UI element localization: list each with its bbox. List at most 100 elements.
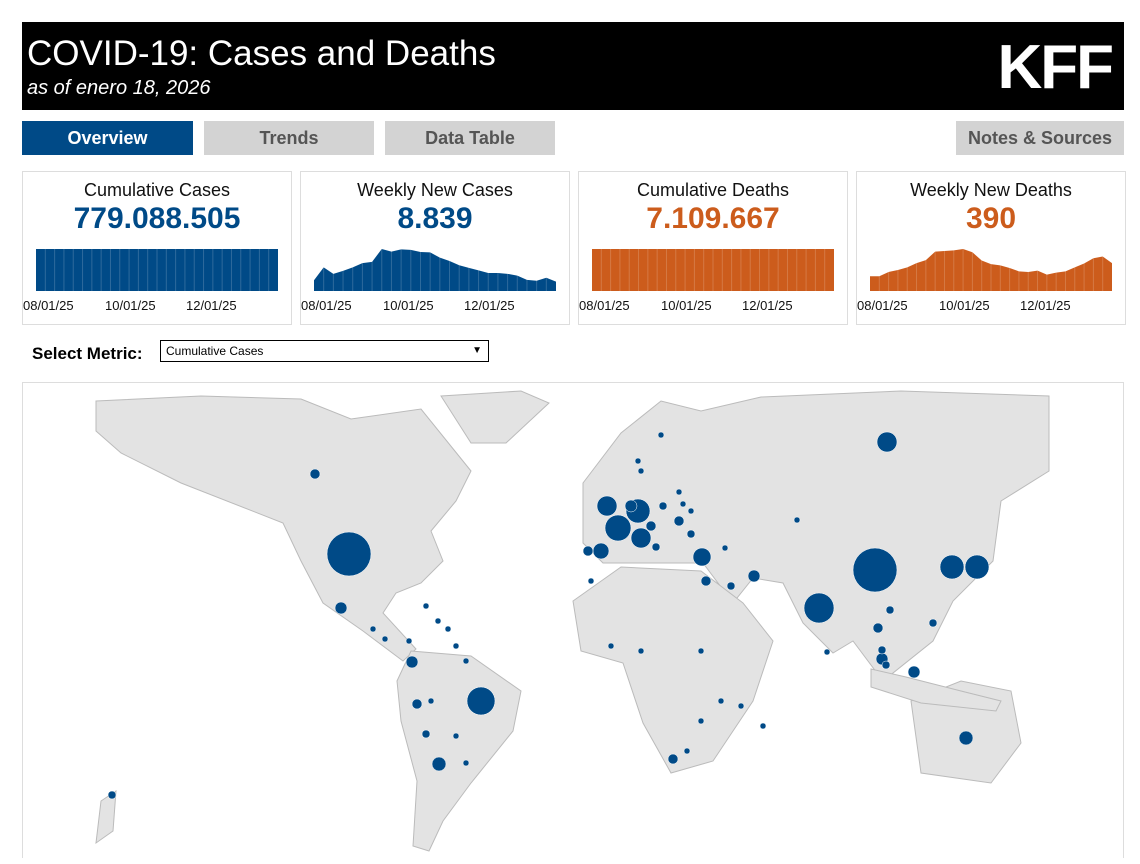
country-bubble[interactable] <box>637 647 645 655</box>
sparkline-tick-label: 08/01/25 <box>857 298 908 313</box>
country-bubble[interactable] <box>697 647 705 655</box>
country-bubble[interactable] <box>823 648 831 656</box>
country-bubble[interactable] <box>803 592 835 624</box>
country-bubble[interactable] <box>326 531 372 577</box>
metric-selected: Cumulative Cases <box>166 344 264 358</box>
card-label: Cumulative Cases <box>83 180 231 200</box>
land-indonesia[interactable] <box>870 668 1002 712</box>
country-bubble[interactable] <box>964 554 990 580</box>
country-bubble[interactable] <box>673 515 685 527</box>
country-bubble[interactable] <box>675 488 683 496</box>
world-bubble-map[interactable] <box>22 382 1124 858</box>
country-bubble[interactable] <box>881 660 891 670</box>
country-bubble[interactable] <box>434 617 442 625</box>
country-bubble[interactable] <box>630 527 652 549</box>
country-bubble[interactable] <box>645 520 657 532</box>
sparkline-tick-label: 10/01/25 <box>661 298 712 313</box>
header: COVID-19: Cases and Deaths as of enero 1… <box>22 22 1124 110</box>
card-value: 8.839 <box>397 202 473 235</box>
country-bubble[interactable] <box>369 625 377 633</box>
country-bubble[interactable] <box>852 547 898 593</box>
metric-select[interactable]: Cumulative Cases ▼ <box>160 340 489 362</box>
country-bubble[interactable] <box>607 642 615 650</box>
card-label: Weekly New Deaths <box>910 180 1072 200</box>
country-bubble[interactable] <box>624 499 638 513</box>
country-bubble[interactable] <box>596 495 618 517</box>
sparkline-chart <box>592 244 834 291</box>
land-eurasia[interactable] <box>582 390 1050 682</box>
country-bubble[interactable] <box>876 431 898 453</box>
tab-data-table[interactable]: Data Table <box>385 121 555 155</box>
country-bubble[interactable] <box>381 635 389 643</box>
weekly-new-cases-card: Weekly New Cases 8.839 08/01/25 10/01/25 1… <box>300 171 570 325</box>
country-bubble[interactable] <box>737 702 745 710</box>
country-bubble[interactable] <box>872 622 884 634</box>
country-bubble[interactable] <box>427 697 435 705</box>
land-south-america[interactable] <box>396 650 522 852</box>
country-bubble[interactable] <box>759 722 767 730</box>
country-bubble[interactable] <box>405 637 413 645</box>
country-bubble[interactable] <box>721 544 729 552</box>
country-bubble[interactable] <box>657 431 665 439</box>
tab-trends[interactable]: Trends <box>204 121 374 155</box>
sparkline-chart <box>36 244 278 291</box>
country-bubble[interactable] <box>747 569 761 583</box>
country-bubble[interactable] <box>885 605 895 615</box>
sparkline-area <box>870 249 1112 291</box>
country-bubble[interactable] <box>592 542 610 560</box>
country-bubble[interactable] <box>431 756 447 772</box>
country-bubble[interactable] <box>928 618 938 628</box>
country-bubble[interactable] <box>452 732 460 740</box>
country-bubble[interactable] <box>717 697 725 705</box>
card-label: Weekly New Cases <box>357 180 513 200</box>
country-bubble[interactable] <box>462 759 470 767</box>
country-bubble[interactable] <box>604 514 632 542</box>
country-bubble[interactable] <box>587 577 595 585</box>
sparkline-area <box>314 249 556 291</box>
sparkline-tick-label: 10/01/25 <box>105 298 156 313</box>
country-bubble[interactable] <box>421 729 431 739</box>
country-bubble[interactable] <box>907 665 921 679</box>
tab-overview[interactable]: Overview <box>22 121 193 155</box>
country-bubble[interactable] <box>877 645 887 655</box>
country-bubble[interactable] <box>405 655 419 669</box>
country-bubble[interactable] <box>411 698 423 710</box>
land-greenland[interactable] <box>440 390 550 444</box>
country-bubble[interactable] <box>658 501 668 511</box>
country-bubble[interactable] <box>700 575 712 587</box>
country-bubble[interactable] <box>697 717 705 725</box>
country-bubble[interactable] <box>466 686 496 716</box>
country-bubble[interactable] <box>667 753 679 765</box>
country-bubble[interactable] <box>444 625 452 633</box>
sparkline-chart <box>870 244 1112 291</box>
land-africa[interactable] <box>572 566 774 774</box>
country-bubble[interactable] <box>651 542 661 552</box>
country-bubble[interactable] <box>687 507 695 515</box>
country-bubble[interactable] <box>334 601 348 615</box>
country-bubble[interactable] <box>637 467 645 475</box>
country-bubble[interactable] <box>582 545 594 557</box>
country-bubble[interactable] <box>726 581 736 591</box>
land-north-america[interactable] <box>95 395 472 662</box>
sparkline-area <box>592 249 834 291</box>
country-bubble[interactable] <box>422 602 430 610</box>
sparkline-area <box>36 249 278 291</box>
country-bubble[interactable] <box>309 468 321 480</box>
select-metric-label: Select Metric: <box>32 344 143 363</box>
country-bubble[interactable] <box>462 657 470 665</box>
kff-logo: KFF <box>997 33 1114 102</box>
country-bubble[interactable] <box>634 457 642 465</box>
country-bubble[interactable] <box>692 547 712 567</box>
country-bubble[interactable] <box>958 730 974 746</box>
country-bubble[interactable] <box>939 554 965 580</box>
country-bubble[interactable] <box>686 529 696 539</box>
tab-notes-sources[interactable]: Notes & Sources <box>956 121 1124 155</box>
country-bubble[interactable] <box>793 516 801 524</box>
country-bubble[interactable] <box>107 790 117 800</box>
country-bubble[interactable] <box>452 642 460 650</box>
country-bubble[interactable] <box>679 500 687 508</box>
sparkline-chart <box>314 244 556 291</box>
sparkline-tick-label: 12/01/25 <box>742 298 793 313</box>
card-value: 7.109.667 <box>646 202 780 235</box>
country-bubble[interactable] <box>683 747 691 755</box>
